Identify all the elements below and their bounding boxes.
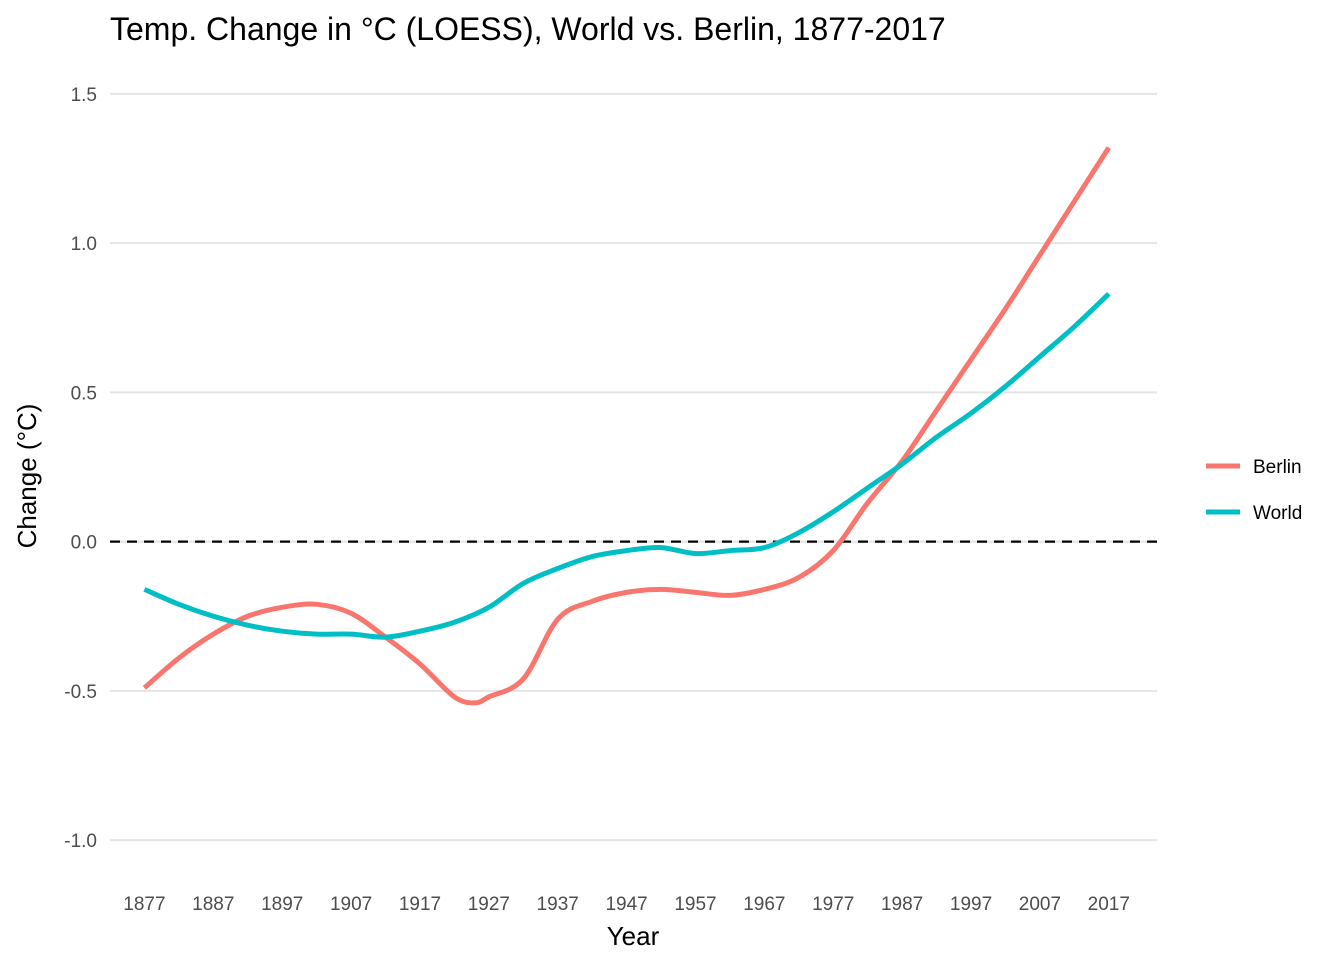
series-lines	[142, 146, 1111, 706]
x-tick-label: 1887	[192, 894, 234, 915]
x-axis-ticks: 1877 1887 1897 1907 1917 1927 1937 1947 1957 1967…	[123, 894, 1130, 915]
legend-label-berlin: Berlin	[1253, 457, 1302, 478]
x-tick-label: 2017	[1088, 894, 1130, 915]
x-tick-label: 2007	[1019, 894, 1061, 915]
gridlines	[110, 92, 1157, 842]
x-tick-label: 1957	[674, 894, 716, 915]
y-tick-label: -1.0	[64, 831, 97, 852]
y-tick-label: 0.5	[71, 383, 97, 404]
x-tick-label: 1967	[743, 894, 785, 915]
y-tick-label: 0.0	[71, 533, 97, 554]
y-tick-label: -0.5	[64, 682, 97, 703]
x-tick-label: 1987	[881, 894, 923, 915]
y-axis-title: Change (°C)	[12, 404, 42, 549]
x-axis-title: Year	[607, 921, 660, 951]
x-tick-label: 1997	[950, 894, 992, 915]
y-axis-ticks: 1.5 1.0 0.5 0.0 -0.5 -1.0	[64, 85, 97, 852]
legend: Berlin World	[1206, 457, 1302, 524]
series-line-world	[143, 292, 1111, 640]
chart-title: Temp. Change in °C (LOESS), World vs. Be…	[110, 11, 946, 47]
series-line-berlin	[142, 146, 1111, 706]
x-tick-label: 1917	[399, 894, 441, 915]
x-tick-label: 1897	[261, 894, 303, 915]
x-tick-label: 1907	[330, 894, 372, 915]
y-tick-label: 1.0	[71, 234, 97, 255]
legend-label-world: World	[1253, 503, 1302, 524]
x-tick-label: 1947	[605, 894, 647, 915]
x-tick-label: 1927	[468, 894, 510, 915]
x-tick-label: 1877	[123, 894, 165, 915]
x-tick-label: 1977	[812, 894, 854, 915]
y-tick-label: 1.5	[71, 85, 97, 106]
x-tick-label: 1937	[537, 894, 579, 915]
